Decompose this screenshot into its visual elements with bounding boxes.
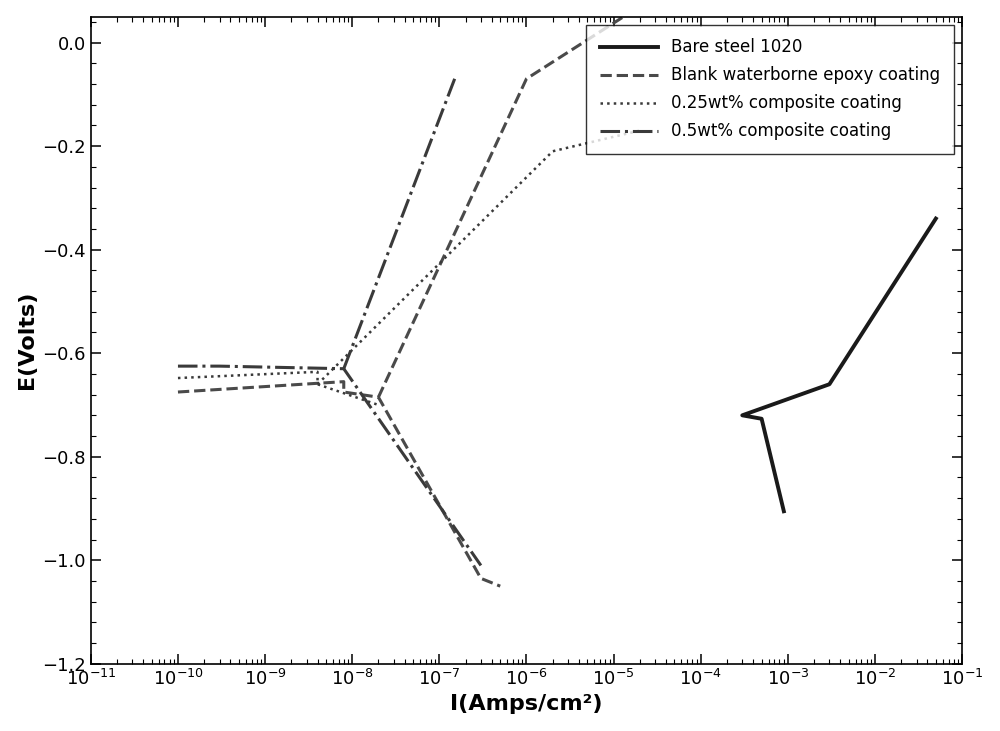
0.5wt% composite coating bbox=[226, 362, 238, 371]
Blank waterborne epoxy coating bbox=[219, 385, 231, 393]
Bare steel 1020 bbox=[772, 481, 784, 490]
Line: 0.25wt% composite coating: 0.25wt% composite coating bbox=[178, 372, 378, 405]
0.25wt% composite coating bbox=[208, 372, 220, 381]
0.25wt% composite coating bbox=[244, 371, 256, 379]
0.25wt% composite coating bbox=[304, 368, 316, 376]
Y-axis label: E(Volts): E(Volts) bbox=[17, 291, 37, 390]
0.5wt% composite coating bbox=[214, 362, 226, 371]
Bare steel 1020 bbox=[924, 223, 936, 232]
Bare steel 1020 bbox=[756, 404, 768, 412]
Line: 0.5wt% composite coating: 0.5wt% composite coating bbox=[178, 366, 481, 566]
Legend: Bare steel 1020, Blank waterborne epoxy coating, 0.25wt% composite coating, 0.5w: Bare steel 1020, Blank waterborne epoxy … bbox=[586, 25, 954, 154]
Blank waterborne epoxy coating bbox=[390, 423, 402, 432]
0.25wt% composite coating bbox=[233, 371, 245, 379]
Bare steel 1020 bbox=[930, 214, 942, 223]
Bare steel 1020 bbox=[759, 427, 771, 436]
Blank waterborne epoxy coating bbox=[189, 387, 201, 395]
0.5wt% composite coating bbox=[363, 401, 375, 409]
0.25wt% composite coating bbox=[312, 368, 324, 376]
Blank waterborne epoxy coating bbox=[494, 582, 506, 591]
Bare steel 1020 bbox=[767, 462, 779, 471]
Blank waterborne epoxy coating bbox=[493, 581, 505, 590]
0.25wt% composite coating bbox=[240, 371, 252, 379]
0.5wt% composite coating bbox=[172, 362, 184, 371]
Line: Bare steel 1020: Bare steel 1020 bbox=[742, 219, 936, 511]
Blank waterborne epoxy coating bbox=[172, 387, 184, 396]
0.5wt% composite coating bbox=[341, 368, 353, 377]
0.5wt% composite coating bbox=[453, 529, 465, 538]
0.25wt% composite coating bbox=[172, 374, 184, 382]
X-axis label: I(Amps/cm²): I(Amps/cm²) bbox=[450, 694, 603, 714]
Blank waterborne epoxy coating bbox=[199, 386, 211, 395]
0.5wt% composite coating bbox=[475, 561, 487, 570]
0.25wt% composite coating bbox=[226, 371, 238, 380]
0.25wt% composite coating bbox=[372, 401, 384, 409]
Blank waterborne epoxy coating bbox=[338, 377, 350, 386]
Bare steel 1020 bbox=[774, 491, 786, 500]
0.5wt% composite coating bbox=[461, 541, 473, 550]
Line: Blank waterborne epoxy coating: Blank waterborne epoxy coating bbox=[178, 382, 500, 586]
Blank waterborne epoxy coating bbox=[257, 382, 269, 391]
Bare steel 1020 bbox=[778, 507, 790, 515]
